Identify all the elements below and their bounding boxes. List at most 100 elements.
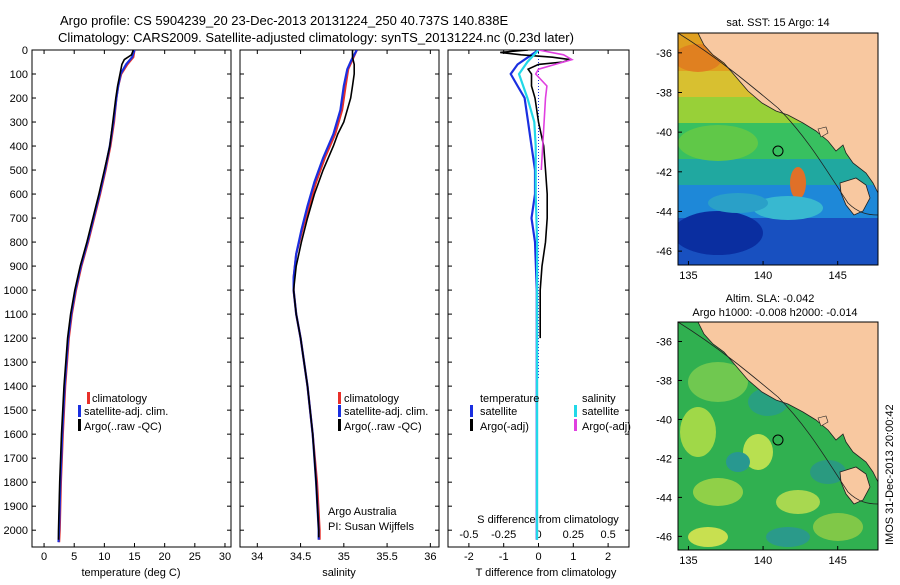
legend-header-temperature: temperature bbox=[480, 393, 539, 405]
t-difference-xlabel: T difference from climatology bbox=[476, 567, 617, 579]
sst-map-lon-axis: 135 140 145 bbox=[679, 261, 847, 282]
lat-tick-label: -38 bbox=[656, 375, 672, 387]
lon-tick-label: 145 bbox=[829, 555, 847, 567]
s-tick-label: 0.25 bbox=[563, 529, 584, 541]
x-tick-label: 2 bbox=[605, 551, 611, 563]
depth-tick-label: 1300 bbox=[4, 357, 28, 369]
depth-tick-label: 200 bbox=[10, 93, 28, 105]
lat-tick-label: -46 bbox=[656, 246, 672, 258]
x-tick-label: 0 bbox=[41, 551, 47, 563]
legend-label-argo: Argo(..raw -QC) bbox=[84, 421, 162, 433]
depth-tick-label: 300 bbox=[10, 117, 28, 129]
temperature-curves bbox=[57, 50, 136, 543]
s-tick-label: 0 bbox=[535, 529, 541, 541]
sla-map-title-line1: Altim. SLA: -0.042 bbox=[726, 293, 815, 305]
lon-tick-label: 135 bbox=[679, 555, 697, 567]
depth-tick-label: 1600 bbox=[4, 429, 28, 441]
lon-tick-label: 140 bbox=[754, 270, 772, 282]
legend-header-salinity: salinity bbox=[582, 393, 616, 405]
legend-swatch-t-argo bbox=[470, 419, 473, 431]
argo-float-marker bbox=[772, 145, 784, 157]
legend-label-t-satellite: satellite bbox=[480, 406, 517, 418]
x-tick-label: 30 bbox=[219, 551, 231, 563]
temperature-legend: climatology satellite-adj. clim. Argo(..… bbox=[78, 392, 168, 433]
x-tick-label: 36 bbox=[424, 551, 436, 563]
side-timestamp: IMOS 31-Dec-2013 20:00:42 bbox=[884, 404, 896, 545]
depth-tick-label: 600 bbox=[10, 189, 28, 201]
lon-tick-label: 140 bbox=[754, 555, 772, 567]
lat-tick-label: -42 bbox=[656, 453, 672, 465]
depth-tick-label: 1100 bbox=[4, 309, 28, 321]
sla-map-lon-axis: 135 140 145 bbox=[679, 546, 847, 567]
series-line-argo-raw-qc- bbox=[292, 50, 356, 538]
lat-tick-label: -36 bbox=[656, 48, 672, 60]
s-difference-xlabel: S difference from climatology bbox=[477, 514, 619, 526]
argo-float-marker bbox=[772, 434, 784, 446]
x-tick-label: 34.5 bbox=[290, 551, 311, 563]
salinity-x-axis: 34 34.5 35 35.5 36 bbox=[251, 50, 436, 563]
x-tick-label: 5 bbox=[71, 551, 77, 563]
salinity-panel bbox=[239, 49, 440, 548]
salinity-legend: climatology satellite-adj. clim. Argo(..… bbox=[338, 392, 428, 433]
series-line-argo-raw-qc- bbox=[57, 50, 135, 540]
depth-tick-label: 1900 bbox=[4, 501, 28, 513]
depth-tick-label: 2000 bbox=[4, 525, 28, 537]
series-line-salinity-argo-adj- bbox=[534, 50, 574, 171]
legend-label-s-satellite: satellite bbox=[582, 406, 619, 418]
difference-legend: temperature salinity satellite Argo(-adj… bbox=[470, 393, 631, 433]
legend-swatch-t-satellite bbox=[470, 405, 473, 417]
x-tick-label: -1 bbox=[499, 551, 509, 563]
lat-tick-label: -44 bbox=[656, 492, 672, 504]
depth-tick-label: 400 bbox=[10, 141, 28, 153]
depth-tick-label: 1000 bbox=[4, 285, 28, 297]
depth-tick-label: 1200 bbox=[4, 333, 28, 345]
difference-panel bbox=[447, 49, 630, 548]
x-tick-label: -2 bbox=[464, 551, 474, 563]
sst-map-lat-axis: -36 -38 -40 -42 -44 -46 bbox=[656, 48, 682, 258]
lat-tick-label: -38 bbox=[656, 87, 672, 99]
legend-label-argo: Argo(..raw -QC) bbox=[344, 421, 422, 433]
lat-tick-label: -40 bbox=[656, 414, 672, 426]
legend-label-s-argo: Argo(-adj) bbox=[582, 421, 631, 433]
temperature-xlabel: temperature (deg C) bbox=[81, 567, 180, 579]
temperature-panel bbox=[31, 49, 232, 548]
depth-axis: 0 100 200 300 400 500 600 700 800 900 1000 1100 1200… bbox=[4, 45, 629, 537]
depth-tick-label: 100 bbox=[10, 69, 28, 81]
lat-tick-label: -36 bbox=[656, 336, 672, 348]
x-tick-label: 10 bbox=[98, 551, 110, 563]
lat-tick-label: -44 bbox=[656, 206, 672, 218]
depth-tick-label: 900 bbox=[10, 261, 28, 273]
legend-label-climatology: climatology bbox=[92, 393, 148, 405]
lon-tick-label: 135 bbox=[679, 270, 697, 282]
legend-swatch-s-satellite bbox=[574, 405, 577, 417]
sla-map-title-line2: Argo h1000: -0.008 h2000: -0.014 bbox=[692, 307, 857, 319]
sst-map-title: sat. SST: 15 Argo: 14 bbox=[726, 17, 829, 29]
series-line-temperature-argo-adj- bbox=[500, 50, 571, 339]
x-tick-label: 35 bbox=[338, 551, 350, 563]
x-tick-label: 35.5 bbox=[376, 551, 397, 563]
legend-label-climatology: climatology bbox=[344, 393, 400, 405]
s-difference-x-axis: -0.5 -0.25 0 0.25 0.5 bbox=[459, 529, 615, 541]
s-tick-label: -0.25 bbox=[491, 529, 516, 541]
salinity-curves bbox=[292, 50, 358, 540]
legend-swatch-climatology bbox=[87, 392, 90, 404]
legend-label-satellite: satellite-adj. clim. bbox=[344, 406, 428, 418]
figure-title-line2: Climatology: CARS2009. Satellite-adjuste… bbox=[58, 30, 574, 45]
s-tick-label: -0.5 bbox=[459, 529, 478, 541]
depth-tick-label: 800 bbox=[10, 237, 28, 249]
legend-swatch-satellite bbox=[78, 405, 81, 417]
legend-swatch-climatology bbox=[338, 392, 341, 404]
legend-swatch-s-argo bbox=[574, 419, 577, 431]
sla-map bbox=[677, 321, 879, 551]
lon-tick-label: 145 bbox=[829, 270, 847, 282]
legend-swatch-argo bbox=[78, 419, 81, 431]
x-tick-label: 0 bbox=[535, 551, 541, 563]
depth-tick-label: 1800 bbox=[4, 477, 28, 489]
depth-tick-label: 1400 bbox=[4, 381, 28, 393]
lat-tick-label: -42 bbox=[656, 167, 672, 179]
legend-swatch-argo bbox=[338, 419, 341, 431]
x-tick-label: 1 bbox=[570, 551, 576, 563]
depth-tick-label: 500 bbox=[10, 165, 28, 177]
depth-tick-label: 1700 bbox=[4, 453, 28, 465]
